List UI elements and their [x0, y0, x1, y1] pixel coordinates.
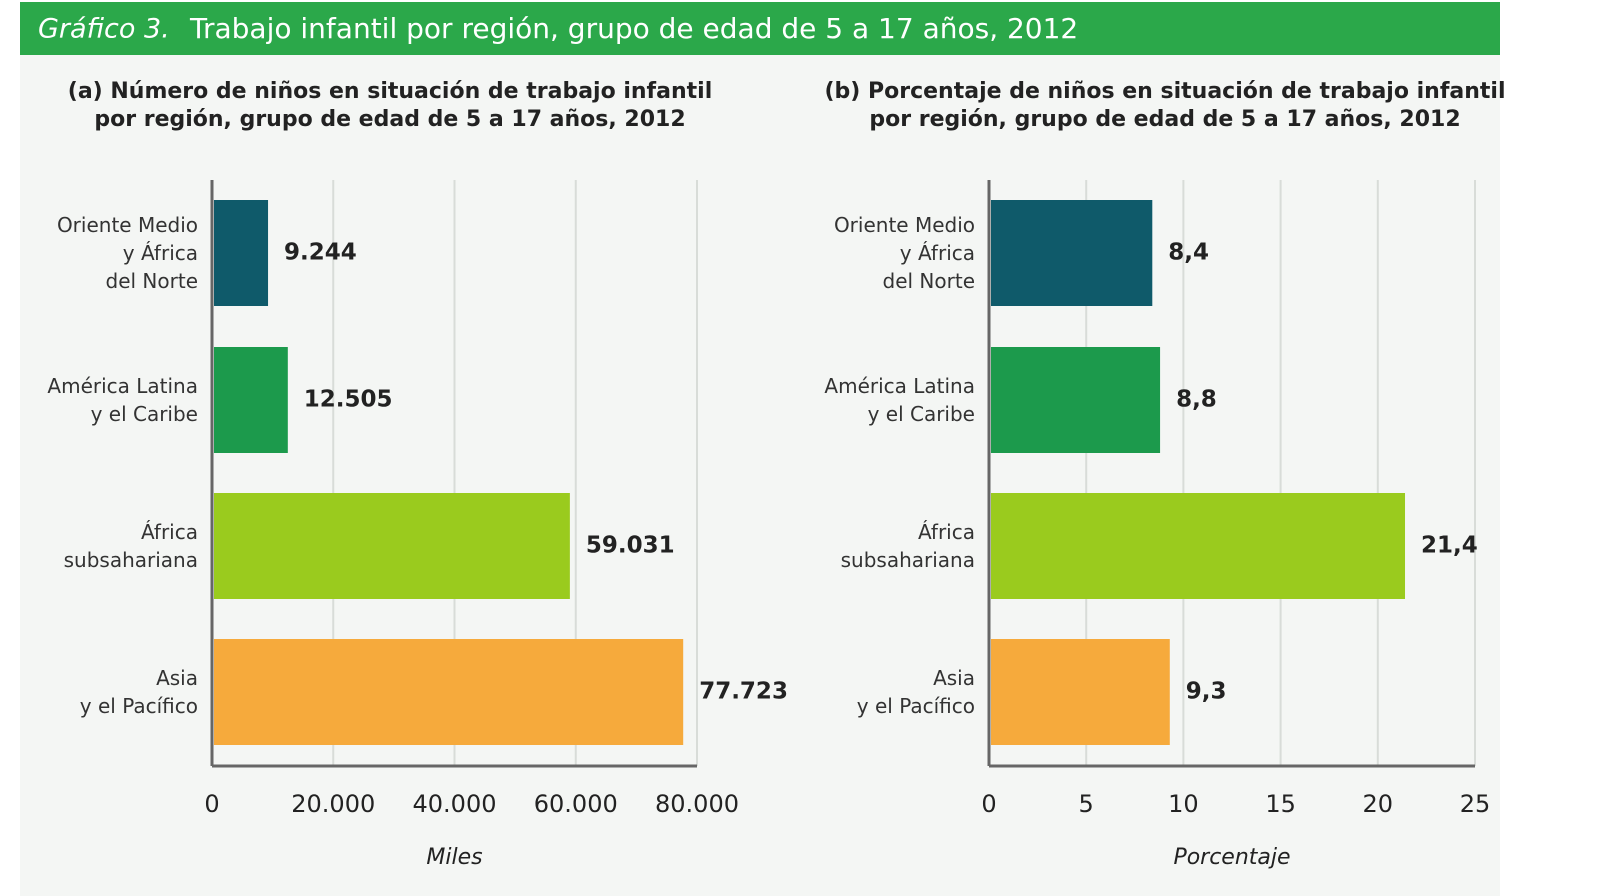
y-tick-label: América Latina y el Caribe [47, 374, 198, 426]
value-label: 21,4 [1421, 533, 1478, 559]
value-label: 12.505 [304, 387, 393, 413]
y-tick-label: Asia y el Pacífico [856, 666, 975, 718]
panel [20, 55, 1500, 896]
figure-title: Trabajo infantil por región, grupo de ed… [189, 12, 1078, 45]
value-label: 77.723 [699, 679, 788, 705]
x-tick-label: 25 [1460, 790, 1491, 818]
y-tick-label-box: África subsahariana [840, 520, 975, 572]
chart-subtitle-box: (b) Porcentaje de niños en situación de … [824, 79, 1506, 132]
y-tick-label: África subsahariana [63, 520, 198, 572]
x-tick-label: 15 [1265, 790, 1296, 818]
x-tick-label: 60.000 [534, 790, 618, 818]
figure-label: Gráfico 3. [38, 14, 170, 45]
bar [214, 639, 684, 745]
x-axis-label: Miles [426, 845, 482, 870]
x-tick-label: 10 [1168, 790, 1199, 818]
y-tick-label-box: África subsahariana [63, 520, 198, 572]
chart-subtitle-box: (a) Número de niños en situación de trab… [67, 79, 713, 132]
y-tick-label: Asia y el Pacífico [79, 666, 198, 718]
y-tick-label-box: América Latina y el Caribe [47, 374, 198, 426]
value-label: 8,4 [1168, 240, 1209, 266]
banner [20, 2, 1500, 55]
y-tick-label-box: América Latina y el Caribe [824, 374, 975, 426]
y-tick-label-box: Oriente Medio y África del Norte [56, 213, 198, 293]
x-tick-label: 0 [981, 790, 996, 818]
bar [991, 493, 1406, 599]
y-tick-label: Oriente Medio y África del Norte [833, 213, 975, 293]
y-tick-label: África subsahariana [840, 520, 975, 572]
bar [991, 200, 1153, 306]
x-tick-label: 20.000 [291, 790, 375, 818]
value-label: 9,3 [1186, 679, 1227, 705]
chart-subtitle: (b) Porcentaje de niños en situación de … [824, 79, 1506, 132]
chart-subtitle: (a) Número de niños en situación de trab… [67, 79, 713, 132]
x-tick-label: 5 [1079, 790, 1094, 818]
x-tick-label: 20 [1363, 790, 1394, 818]
y-tick-label-box: Asia y el Pacífico [79, 666, 198, 718]
y-tick-label: Oriente Medio y África del Norte [56, 213, 198, 293]
x-tick-label: 80.000 [655, 790, 739, 818]
value-label: 9.244 [284, 240, 357, 266]
bar [214, 493, 570, 599]
x-axis-label: Porcentaje [1173, 845, 1290, 870]
bar [991, 639, 1170, 745]
x-tick-label: 40.000 [413, 790, 497, 818]
y-tick-label-box: Asia y el Pacífico [856, 666, 975, 718]
value-label: 59.031 [586, 533, 675, 559]
value-label: 8,8 [1176, 387, 1217, 413]
bar [214, 347, 288, 453]
y-tick-label: América Latina y el Caribe [824, 374, 975, 426]
bar [991, 347, 1161, 453]
bar [214, 200, 269, 306]
x-tick-label: 0 [204, 790, 219, 818]
y-tick-label-box: Oriente Medio y África del Norte [833, 213, 975, 293]
